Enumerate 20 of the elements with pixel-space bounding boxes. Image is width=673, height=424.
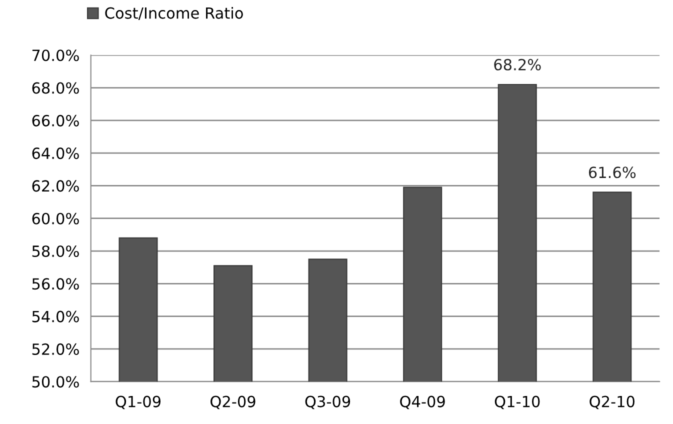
y-tick-label: 64.0% — [32, 148, 79, 160]
y-tick-label: 52.0% — [32, 343, 79, 355]
legend-label: Cost/Income Ratio — [105, 6, 243, 20]
x-tick-label: Q2-09 — [210, 396, 256, 410]
y-tick-label: 50.0% — [32, 376, 79, 388]
x-tick-label: Q1-10 — [494, 396, 540, 410]
x-tick-label: Q3-09 — [305, 396, 350, 410]
data-label: 68.2% — [494, 58, 541, 70]
y-tick-label: 70.0% — [32, 50, 79, 62]
y-tick-label: 62.0% — [32, 180, 79, 192]
y-tick-label: 66.0% — [32, 114, 79, 126]
y-tick-label: 60.0% — [32, 212, 79, 224]
data-label: 61.6% — [588, 166, 636, 178]
x-tick-label: Q4-09 — [400, 396, 445, 410]
x-tick-label: Q2-10 — [590, 396, 634, 410]
y-tick-label: 54.0% — [32, 310, 79, 322]
x-tick-label: Q1-09 — [116, 396, 161, 410]
y-tick-label: 56.0% — [32, 278, 79, 290]
y-tick-label: 58.0% — [32, 245, 79, 258]
y-tick-label: 68.0% — [32, 82, 79, 94]
